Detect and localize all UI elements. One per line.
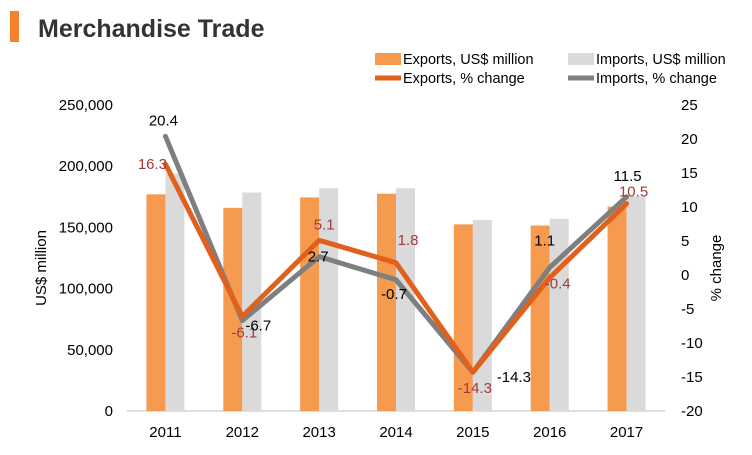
imports-bar xyxy=(165,173,185,411)
imports-bar xyxy=(242,192,262,411)
x-tick-label: 2011 xyxy=(149,424,181,441)
x-tick-label: 2017 xyxy=(610,424,643,441)
exports-bar xyxy=(146,194,166,411)
y2-tick-label: 0 xyxy=(681,267,689,284)
y-tick-label: 0 xyxy=(105,403,113,420)
legend-exports-bar-label: Exports, US$ million xyxy=(403,52,534,68)
legend-exports-line-label: Exports, % change xyxy=(403,71,525,87)
legend-exports-bar-swatch xyxy=(375,53,401,65)
y2-tick-label: 10 xyxy=(681,199,698,216)
y-tick-label: 250,000 xyxy=(59,97,113,114)
imports-change-label: 11.5 xyxy=(614,168,642,185)
exports-change-label: -0.4 xyxy=(545,276,571,293)
y2-tick-label: -5 xyxy=(681,301,694,318)
imports-bar xyxy=(626,196,646,411)
imports-change-label: 2.7 xyxy=(308,249,329,266)
exports-change-label: 5.1 xyxy=(314,216,335,233)
y-axis-title: US$ million xyxy=(33,230,50,306)
imports-bar xyxy=(396,188,415,411)
y2-tick-label: -10 xyxy=(681,335,703,352)
imports-change-label: -6.7 xyxy=(245,318,271,335)
exports-bar xyxy=(530,225,550,411)
exports-change-line xyxy=(162,161,630,375)
legend-imports-bar-swatch xyxy=(568,53,594,65)
axes: 0 50,000 100,000 150,000 200,000 250,000 -20 -1… xyxy=(33,97,725,441)
exports-bar xyxy=(223,207,243,411)
exports-change-label: 16.3 xyxy=(138,156,167,173)
x-tick-label: 2015 xyxy=(456,424,489,441)
title-accent-bar xyxy=(10,11,19,42)
y2-axis-title: % change xyxy=(708,235,725,302)
y2-tick-label: -20 xyxy=(681,403,703,420)
exports-change-label: -14.3 xyxy=(458,380,492,397)
exports-change-label: 10.5 xyxy=(619,184,648,201)
exports-bar xyxy=(377,193,396,411)
legend: Exports, US$ million Imports, US$ million… xyxy=(375,52,726,87)
imports-change-label: 1.1 xyxy=(534,233,555,250)
imports-change-label: 20.4 xyxy=(149,112,178,129)
y-tick-label: 100,000 xyxy=(59,281,113,298)
exports-bar xyxy=(300,197,320,411)
x-tick-label: 2012 xyxy=(226,424,259,441)
y2-tick-label: -15 xyxy=(681,369,703,386)
exports-bar xyxy=(607,206,627,411)
y2-tick-label: 20 xyxy=(681,131,698,148)
exports-change-label: -6.1 xyxy=(231,324,257,341)
x-tick-label: 2016 xyxy=(533,424,566,441)
exports-change-label: 1.8 xyxy=(398,232,419,249)
x-tick-label: 2013 xyxy=(302,424,335,441)
y2-tick-label: 25 xyxy=(681,97,698,114)
legend-imports-bar-label: Imports, US$ million xyxy=(596,52,726,68)
lines xyxy=(162,133,630,375)
imports-change-label: -0.7 xyxy=(381,286,407,303)
x-tick-label: 2014 xyxy=(379,424,412,441)
y-tick-label: 150,000 xyxy=(59,219,113,236)
imports-change-label: -14.3 xyxy=(497,369,531,386)
y2-tick-label: 5 xyxy=(681,233,689,250)
y2-tick-label: 15 xyxy=(681,165,698,182)
data-labels: 16.3 -6.1 5.1 1.8 -14.3 -0.4 10.5 20.4 -6.7 2.7 -0… xyxy=(138,112,648,397)
legend-imports-line-label: Imports, % change xyxy=(596,71,717,87)
y-tick-label: 200,000 xyxy=(59,158,113,175)
imports-change-line xyxy=(162,133,630,375)
y-tick-label: 50,000 xyxy=(67,342,113,359)
chart-title: Merchandise Trade xyxy=(38,15,265,43)
